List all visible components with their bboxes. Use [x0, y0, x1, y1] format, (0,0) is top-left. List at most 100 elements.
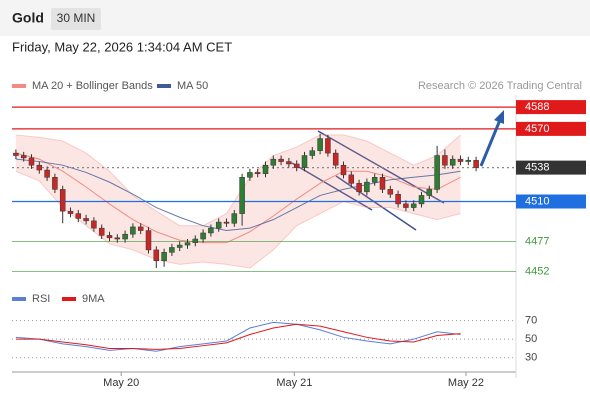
candle-body [13, 152, 19, 156]
x-tick-label: May 20 [103, 377, 139, 389]
candle-body [340, 164, 347, 176]
candle-body [215, 221, 222, 229]
candle-body [426, 189, 433, 196]
candle-body [442, 155, 448, 166]
y-tick-label: 30 [525, 352, 537, 364]
candle-body [332, 152, 339, 166]
arrow-head [494, 110, 504, 124]
candle-body [387, 189, 394, 195]
x-tick-label: May 21 [276, 377, 312, 389]
candle-body [153, 249, 160, 262]
candle-body [161, 252, 167, 262]
candle-body [223, 221, 230, 224]
candle-body [473, 160, 479, 168]
timeframe[interactable]: 30 MIN [57, 11, 96, 25]
candle-body [262, 164, 269, 174]
candle-body [137, 226, 144, 231]
candle-body [270, 158, 277, 166]
legend-swatch [157, 84, 171, 88]
candle-body [449, 158, 456, 166]
candle-body [98, 227, 105, 236]
title: Gold [12, 10, 44, 26]
candle-body [434, 155, 440, 190]
candle-body [36, 164, 43, 171]
candle-body [457, 158, 464, 162]
y-tick-label: 70 [525, 314, 537, 326]
candle-body [91, 220, 97, 229]
candle-body [301, 155, 308, 168]
level-box [516, 160, 586, 175]
candle-body [59, 189, 66, 212]
candle-body [348, 174, 355, 184]
candle-body [192, 238, 199, 243]
candle-body [379, 177, 386, 190]
candle-body [208, 227, 214, 234]
candle-body [418, 195, 425, 205]
candle-body [254, 172, 261, 174]
candle-body [44, 169, 50, 178]
channel-line [291, 162, 373, 211]
ma-line [15, 158, 461, 232]
candle-body [106, 235, 113, 239]
candle-body [371, 177, 378, 183]
bollinger-upper [15, 134, 461, 227]
candle-body [293, 163, 300, 168]
candle-body [410, 203, 417, 208]
candle-body [67, 210, 74, 214]
x-tick-label: May 22 [448, 377, 484, 389]
candle-body [403, 203, 409, 208]
candle-body [20, 155, 27, 159]
candle-body [200, 232, 206, 240]
y-tick-label: 50 [525, 333, 537, 345]
channel-line [335, 175, 417, 231]
candle-body [169, 247, 175, 253]
candle-body [286, 161, 292, 165]
ma-line [15, 152, 461, 244]
legend-swatch [62, 297, 76, 301]
timeframe-badge[interactable] [51, 8, 101, 30]
indicator-line [15, 321, 461, 352]
legend-swatch [12, 84, 26, 88]
level-box [516, 100, 586, 115]
candle-body [75, 213, 82, 219]
level-box [516, 121, 586, 136]
candle-body [278, 158, 284, 162]
candle-body [145, 230, 152, 251]
candle-body [309, 150, 316, 156]
legend-label: RSI [32, 293, 50, 305]
legend-swatch [12, 297, 26, 301]
candle-body [52, 177, 58, 190]
candle-body [28, 157, 35, 166]
legend-label: MA 50 [177, 80, 208, 92]
legend-label: MA 20 + Bollinger Bands [32, 80, 153, 92]
bollinger-lower [15, 170, 461, 269]
candle-body [231, 213, 238, 224]
candle-body [317, 138, 323, 151]
candle-body [239, 177, 245, 214]
candle-body [325, 138, 331, 154]
level-label: 4452 [525, 266, 549, 278]
legend-label: 9MA [82, 293, 105, 305]
level-box [516, 194, 586, 209]
candle-body [122, 233, 128, 240]
timestamp: Friday, May 22, 2026 1:34:04 AM CET [12, 39, 232, 54]
candle-body [83, 218, 89, 222]
candle-body [130, 226, 136, 235]
candle-body [395, 193, 401, 205]
candle-body [364, 181, 370, 193]
channel-line [317, 130, 445, 204]
level-label: 4477 [525, 235, 549, 247]
level-label: 4588 [525, 101, 549, 113]
candle-body [465, 160, 472, 162]
level-label: 4538 [525, 162, 549, 174]
level-label: 4510 [525, 195, 549, 207]
indicator-line [15, 323, 461, 350]
candle-body [356, 183, 362, 193]
credit: Research © 2026 Trading Central [418, 80, 582, 92]
forecast-arrow [479, 119, 502, 167]
candle-body [184, 242, 191, 246]
candle-body [176, 244, 183, 248]
level-label: 4570 [525, 123, 549, 135]
candle-body [247, 172, 253, 178]
